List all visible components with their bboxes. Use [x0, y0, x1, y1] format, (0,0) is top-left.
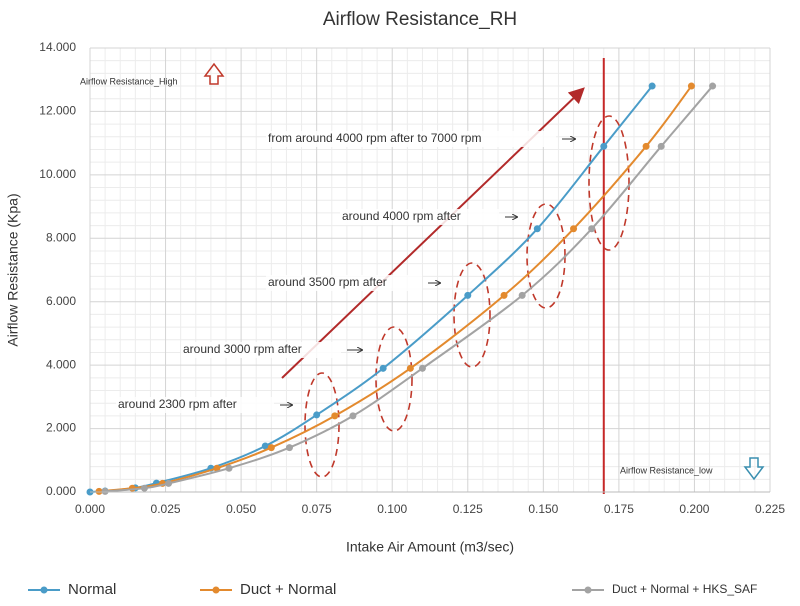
y-axis-title: Airflow Resistance (Kpa) [5, 193, 21, 346]
highlight-ellipse [453, 262, 491, 368]
data-point [657, 142, 665, 150]
data-point [285, 444, 293, 452]
legend-label: Duct + Normal + HKS_SAF [612, 582, 757, 596]
legend-label: Normal [68, 581, 116, 598]
x-tick-label: 0.050 [226, 502, 256, 516]
data-point [600, 142, 608, 150]
data-point [140, 484, 148, 492]
data-point [464, 291, 472, 299]
legend-label: Duct + Normal [240, 581, 336, 598]
data-point [588, 225, 596, 233]
data-point [418, 364, 426, 372]
y-tick-label: 6.000 [46, 294, 76, 308]
y-tick-label: 0.000 [46, 484, 76, 498]
x-tick-label: 0.075 [302, 502, 332, 516]
data-point [533, 225, 541, 233]
highlight-ellipse [304, 372, 340, 478]
x-tick-label: 0.225 [755, 502, 785, 516]
up-arrow-icon [203, 62, 225, 85]
annotation: from around 4000 rpm after to 7000 rpm [268, 131, 481, 145]
annotation-bg [266, 275, 422, 291]
y-tick-label: 12.000 [39, 104, 76, 118]
x-tick-label: 0.025 [151, 502, 181, 516]
data-point [101, 487, 109, 495]
annotation: around 3500 rpm after [268, 275, 387, 289]
data-point [225, 464, 233, 472]
y-tick-label: 10.000 [39, 167, 76, 181]
data-point [213, 464, 221, 472]
data-point [687, 82, 695, 90]
x-tick-label: 0.175 [604, 502, 634, 516]
x-tick-label: 0.200 [679, 502, 709, 516]
data-point [570, 225, 578, 233]
annotation-bg [181, 342, 341, 358]
data-point [709, 82, 717, 90]
y-tick-label: 8.000 [46, 230, 76, 244]
high-label: Airflow Resistance_High [80, 76, 178, 86]
data-point [648, 82, 656, 90]
data-point [642, 142, 650, 150]
data-point [95, 487, 103, 495]
y-tick-label: 14.000 [39, 40, 76, 54]
legend-marker [40, 586, 48, 594]
annotation: around 3000 rpm after [183, 342, 302, 356]
y-tick-label: 4.000 [46, 357, 76, 371]
legend-marker [212, 586, 220, 594]
low-label: Airflow Resistance_low [620, 465, 713, 475]
x-axis-title: Intake Air Amount (m3/sec) [346, 539, 514, 555]
data-point [165, 479, 173, 487]
data-point [261, 442, 269, 450]
data-point [331, 412, 339, 420]
annotation-bg [116, 397, 274, 413]
annotation-bg [266, 131, 556, 147]
annotation: around 2300 rpm after [118, 397, 237, 411]
annotation: around 4000 rpm after [342, 209, 461, 223]
highlight-ellipse [588, 115, 630, 251]
grid [89, 47, 771, 493]
data-point [267, 444, 275, 452]
x-tick-label: 0.150 [528, 502, 558, 516]
y-tick-label: 2.000 [46, 421, 76, 435]
highlight-ellipse [375, 326, 413, 432]
data-point [379, 364, 387, 372]
annotation-bg [340, 209, 499, 225]
data-point [518, 291, 526, 299]
legend-marker [584, 586, 592, 594]
data-point [406, 364, 414, 372]
data-point [349, 412, 357, 420]
data-point [500, 291, 508, 299]
x-tick-label: 0.100 [377, 502, 407, 516]
data-point [313, 411, 321, 419]
x-tick-label: 0.125 [453, 502, 483, 516]
down-arrow-icon [743, 457, 765, 481]
x-tick-label: 0.000 [75, 502, 105, 516]
chart-title: Airflow Resistance_RH [323, 9, 517, 30]
